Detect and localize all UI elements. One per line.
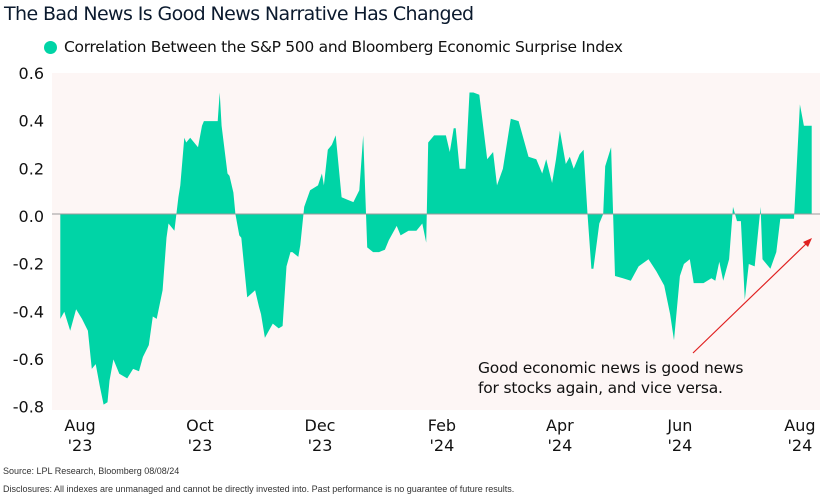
y-tick-label: -0.6 [13,350,44,369]
x-tick-label: Aug [64,416,95,435]
x-tick-label: Feb [428,416,456,435]
disclosures-note: Disclosures: All indexes are unmanaged a… [3,484,515,494]
x-tick-label: '23 [68,436,93,455]
legend-swatch [44,40,57,54]
x-tick-label: Jun [666,416,692,435]
series-area [60,92,812,405]
annotation-arrowhead [803,238,812,247]
annotation-line-1: Good economic news is good news [478,359,743,377]
x-tick-label: Aug [784,416,815,435]
y-tick-label: -0.8 [13,398,44,417]
legend-label: Correlation Between the S&P 500 and Bloo… [64,38,623,56]
y-tick-label: 0.6 [19,64,44,83]
x-tick-label: Dec [305,416,336,435]
annotation-arrow [692,241,809,354]
chart-title: The Bad News Is Good News Narrative Has … [4,3,474,25]
annotation-line-2: for stocks again, and vice versa. [478,379,723,397]
x-tick-label: '24 [548,436,573,455]
y-tick-label: 0.2 [19,159,44,178]
x-tick-label: '24 [788,436,813,455]
y-tick-label: 0.0 [19,207,44,226]
x-tick-label: '23 [308,436,333,455]
y-tick-label: -0.4 [13,302,44,321]
y-tick-label: 0.4 [19,112,44,131]
x-tick-label: '23 [188,436,213,455]
source-note: Source: LPL Research, Bloomberg 08/08/24 [3,466,180,476]
x-tick-label: '24 [430,436,455,455]
x-tick-label: '24 [668,436,693,455]
y-tick-label: -0.2 [13,255,44,274]
legend: Correlation Between the S&P 500 and Bloo… [44,38,623,56]
x-tick-label: Oct [186,416,214,435]
x-tick-label: Apr [546,416,574,435]
